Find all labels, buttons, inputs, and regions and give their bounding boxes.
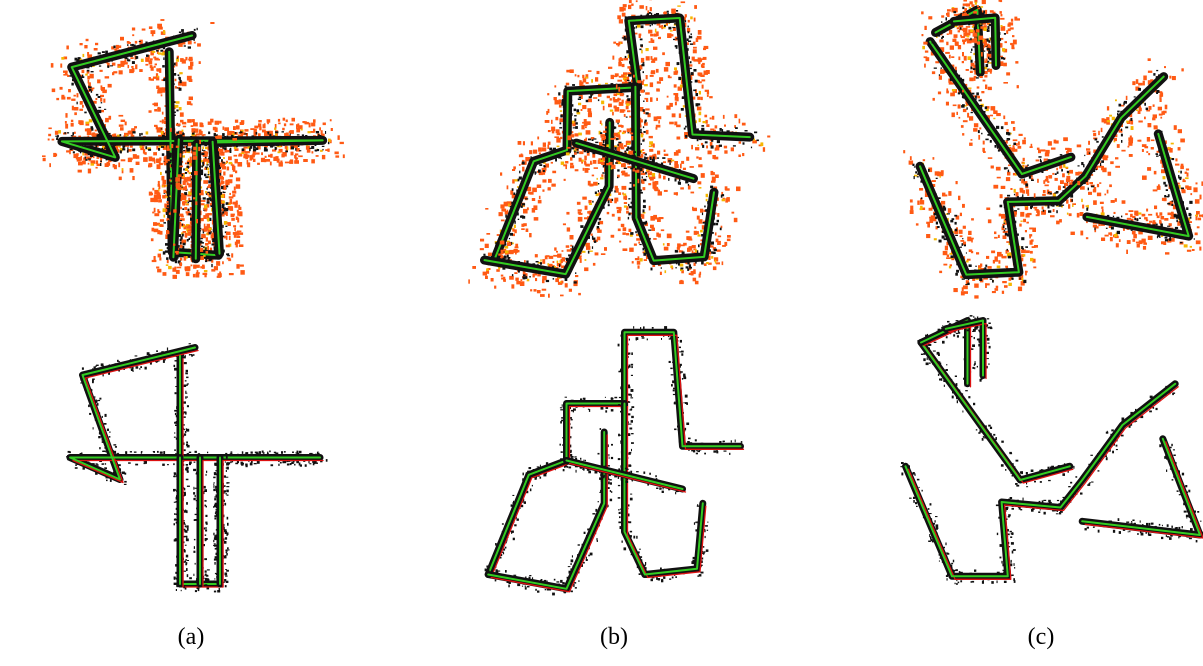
map-a-bottom-trajectory-green-0: [69, 346, 321, 585]
map-grid: [42, 0, 1203, 596]
map-b-bottom-trajectory-red-2: [626, 405, 707, 579]
map-a-bottom-trajectory-red-0: [72, 349, 324, 588]
map-a-top-trajectory-0: [60, 34, 324, 257]
map-c-top-trajectory-3: [952, 16, 997, 67]
map-c-bottom-scan-0: [902, 380, 1179, 580]
map-b-bottom-scan-1: [484, 428, 608, 593]
map-b-bottom-trajectory-green-1: [487, 431, 606, 590]
map-c-bottom-trajectory-red-4: [1084, 441, 1203, 539]
map-b-bottom-trajectory-red-3: [568, 462, 687, 493]
map-c-top-trajectory-2: [934, 8, 982, 74]
map-b-top-scan-dots-3: [572, 138, 692, 186]
panel-label-a: (a): [177, 624, 205, 650]
map-c-top-noise-3: [951, 0, 1020, 89]
map-c-top-trajectory-4: [1085, 132, 1190, 238]
map-c-top-trajectory-1: [929, 40, 1072, 175]
map-c-bottom-trajectory-red-1: [923, 344, 1074, 484]
map-b-bottom-trajectory-green-3: [565, 459, 684, 490]
map-c-top-scan-0: [915, 72, 1169, 280]
map-b-bottom-trajectory-red-1: [490, 434, 608, 593]
map-c-bottom-scan-dots-1: [917, 340, 1075, 488]
map-b-bottom-trajectory-red-0: [490, 334, 745, 579]
map-c-bottom-trajectory-red-3: [948, 322, 987, 380]
map-c-top-scan-dots-3: [953, 11, 1006, 66]
map-b-top-scan-dots-0: [492, 10, 759, 265]
panel-label-b: (b): [600, 624, 628, 650]
map-c-bottom-trajectory-green-1: [920, 341, 1071, 481]
map-b-bottom-scan-dots-1: [488, 428, 614, 596]
map-c-top-scan-dots-0: [912, 69, 1166, 286]
map-c-top-noise-1: [921, 25, 1081, 198]
map-c-bottom-trajectory-green-3: [944, 319, 984, 377]
map-a-top-trajectory-1: [172, 138, 180, 259]
map-c-bottom-trajectory-red-0: [907, 386, 1179, 580]
map-b-top-trajectory-3: [575, 142, 695, 180]
map-c-top-trajectory-0: [919, 75, 1165, 276]
map-c-top-noise-y-0: [914, 78, 1160, 286]
map-b-top-trajectory-2: [634, 85, 715, 262]
map-c-bottom-scan-1: [917, 339, 1074, 484]
panel-label-c: (c): [1027, 624, 1055, 650]
map-c-bottom-trajectory-green-0: [904, 382, 1177, 578]
map-a-top-trajectory-3: [211, 140, 221, 255]
map-b-bottom-scan-dots-0: [484, 326, 743, 578]
map-c-bottom-trajectory-green-4: [1081, 437, 1201, 536]
map-b-bottom-trajectory-green-2: [623, 402, 704, 576]
